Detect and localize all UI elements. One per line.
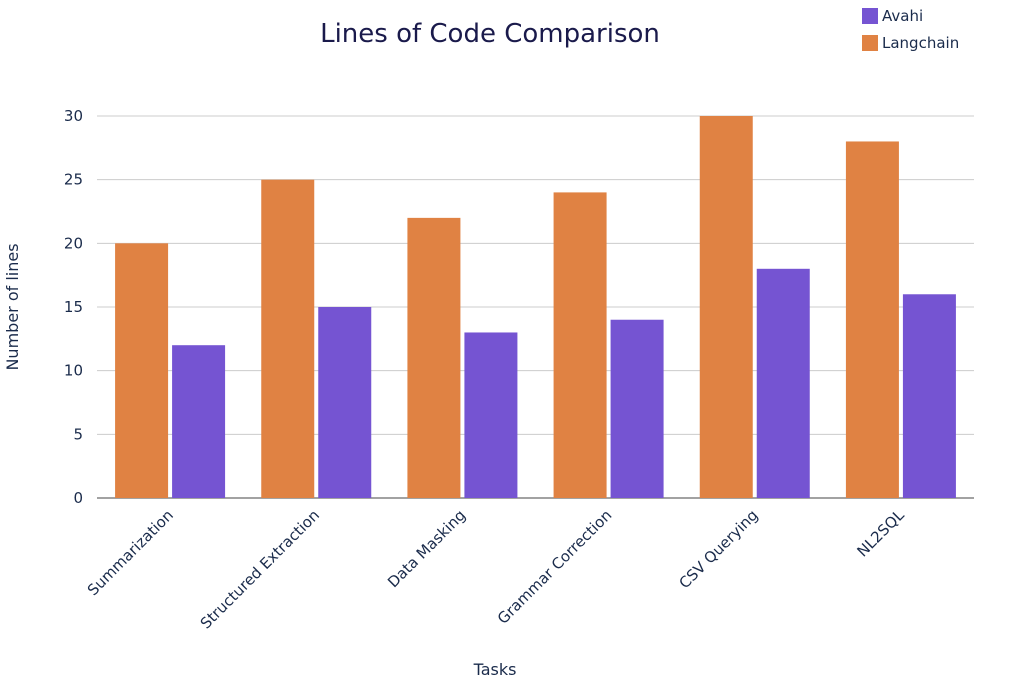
bar-langchain[interactable] bbox=[553, 192, 607, 498]
x-tick-label: Structured Extraction bbox=[197, 506, 323, 632]
bar-avahi[interactable] bbox=[172, 345, 226, 498]
bar-avahi[interactable] bbox=[902, 294, 956, 498]
x-tick-label: NL2SQL bbox=[853, 506, 908, 561]
bar-langchain[interactable] bbox=[407, 217, 461, 498]
legend-label: Langchain bbox=[882, 34, 959, 52]
x-tick-label: Grammar Correction bbox=[494, 506, 616, 628]
legend-swatch bbox=[862, 35, 878, 51]
y-tick-label: 30 bbox=[64, 107, 83, 125]
bar-avahi[interactable] bbox=[318, 307, 372, 498]
y-tick-label: 5 bbox=[73, 425, 83, 443]
y-axis-title: Number of lines bbox=[3, 243, 22, 370]
x-tick-label: Summarization bbox=[84, 506, 177, 599]
x-tick-label: Data Masking bbox=[384, 506, 469, 591]
legend: Avahi Langchain bbox=[862, 7, 959, 52]
y-tick-label: 0 bbox=[73, 489, 83, 507]
bars bbox=[115, 116, 956, 498]
y-tick-label: 20 bbox=[64, 234, 83, 252]
bar-avahi[interactable] bbox=[464, 332, 518, 498]
bar-langchain[interactable] bbox=[261, 179, 315, 498]
x-axis-ticks: Summarization Structured Extraction Data M… bbox=[84, 506, 908, 633]
legend-swatch bbox=[862, 8, 878, 24]
y-tick-label: 10 bbox=[64, 362, 83, 380]
gridlines bbox=[97, 115, 974, 499]
bar-langchain[interactable] bbox=[699, 116, 753, 498]
bar-avahi[interactable] bbox=[610, 319, 664, 498]
legend-label: Avahi bbox=[882, 7, 923, 25]
y-axis-ticks: 0 5 10 15 20 25 30 bbox=[64, 107, 83, 507]
bar-avahi[interactable] bbox=[756, 268, 810, 498]
y-tick-label: 15 bbox=[64, 298, 83, 316]
y-tick-label: 25 bbox=[64, 171, 83, 189]
chart-title: Lines of Code Comparison bbox=[320, 19, 660, 49]
x-tick-label: CSV Querying bbox=[675, 506, 761, 592]
bar-langchain[interactable] bbox=[115, 243, 169, 498]
x-axis-title: Tasks bbox=[473, 660, 517, 679]
bar-langchain[interactable] bbox=[845, 141, 899, 498]
